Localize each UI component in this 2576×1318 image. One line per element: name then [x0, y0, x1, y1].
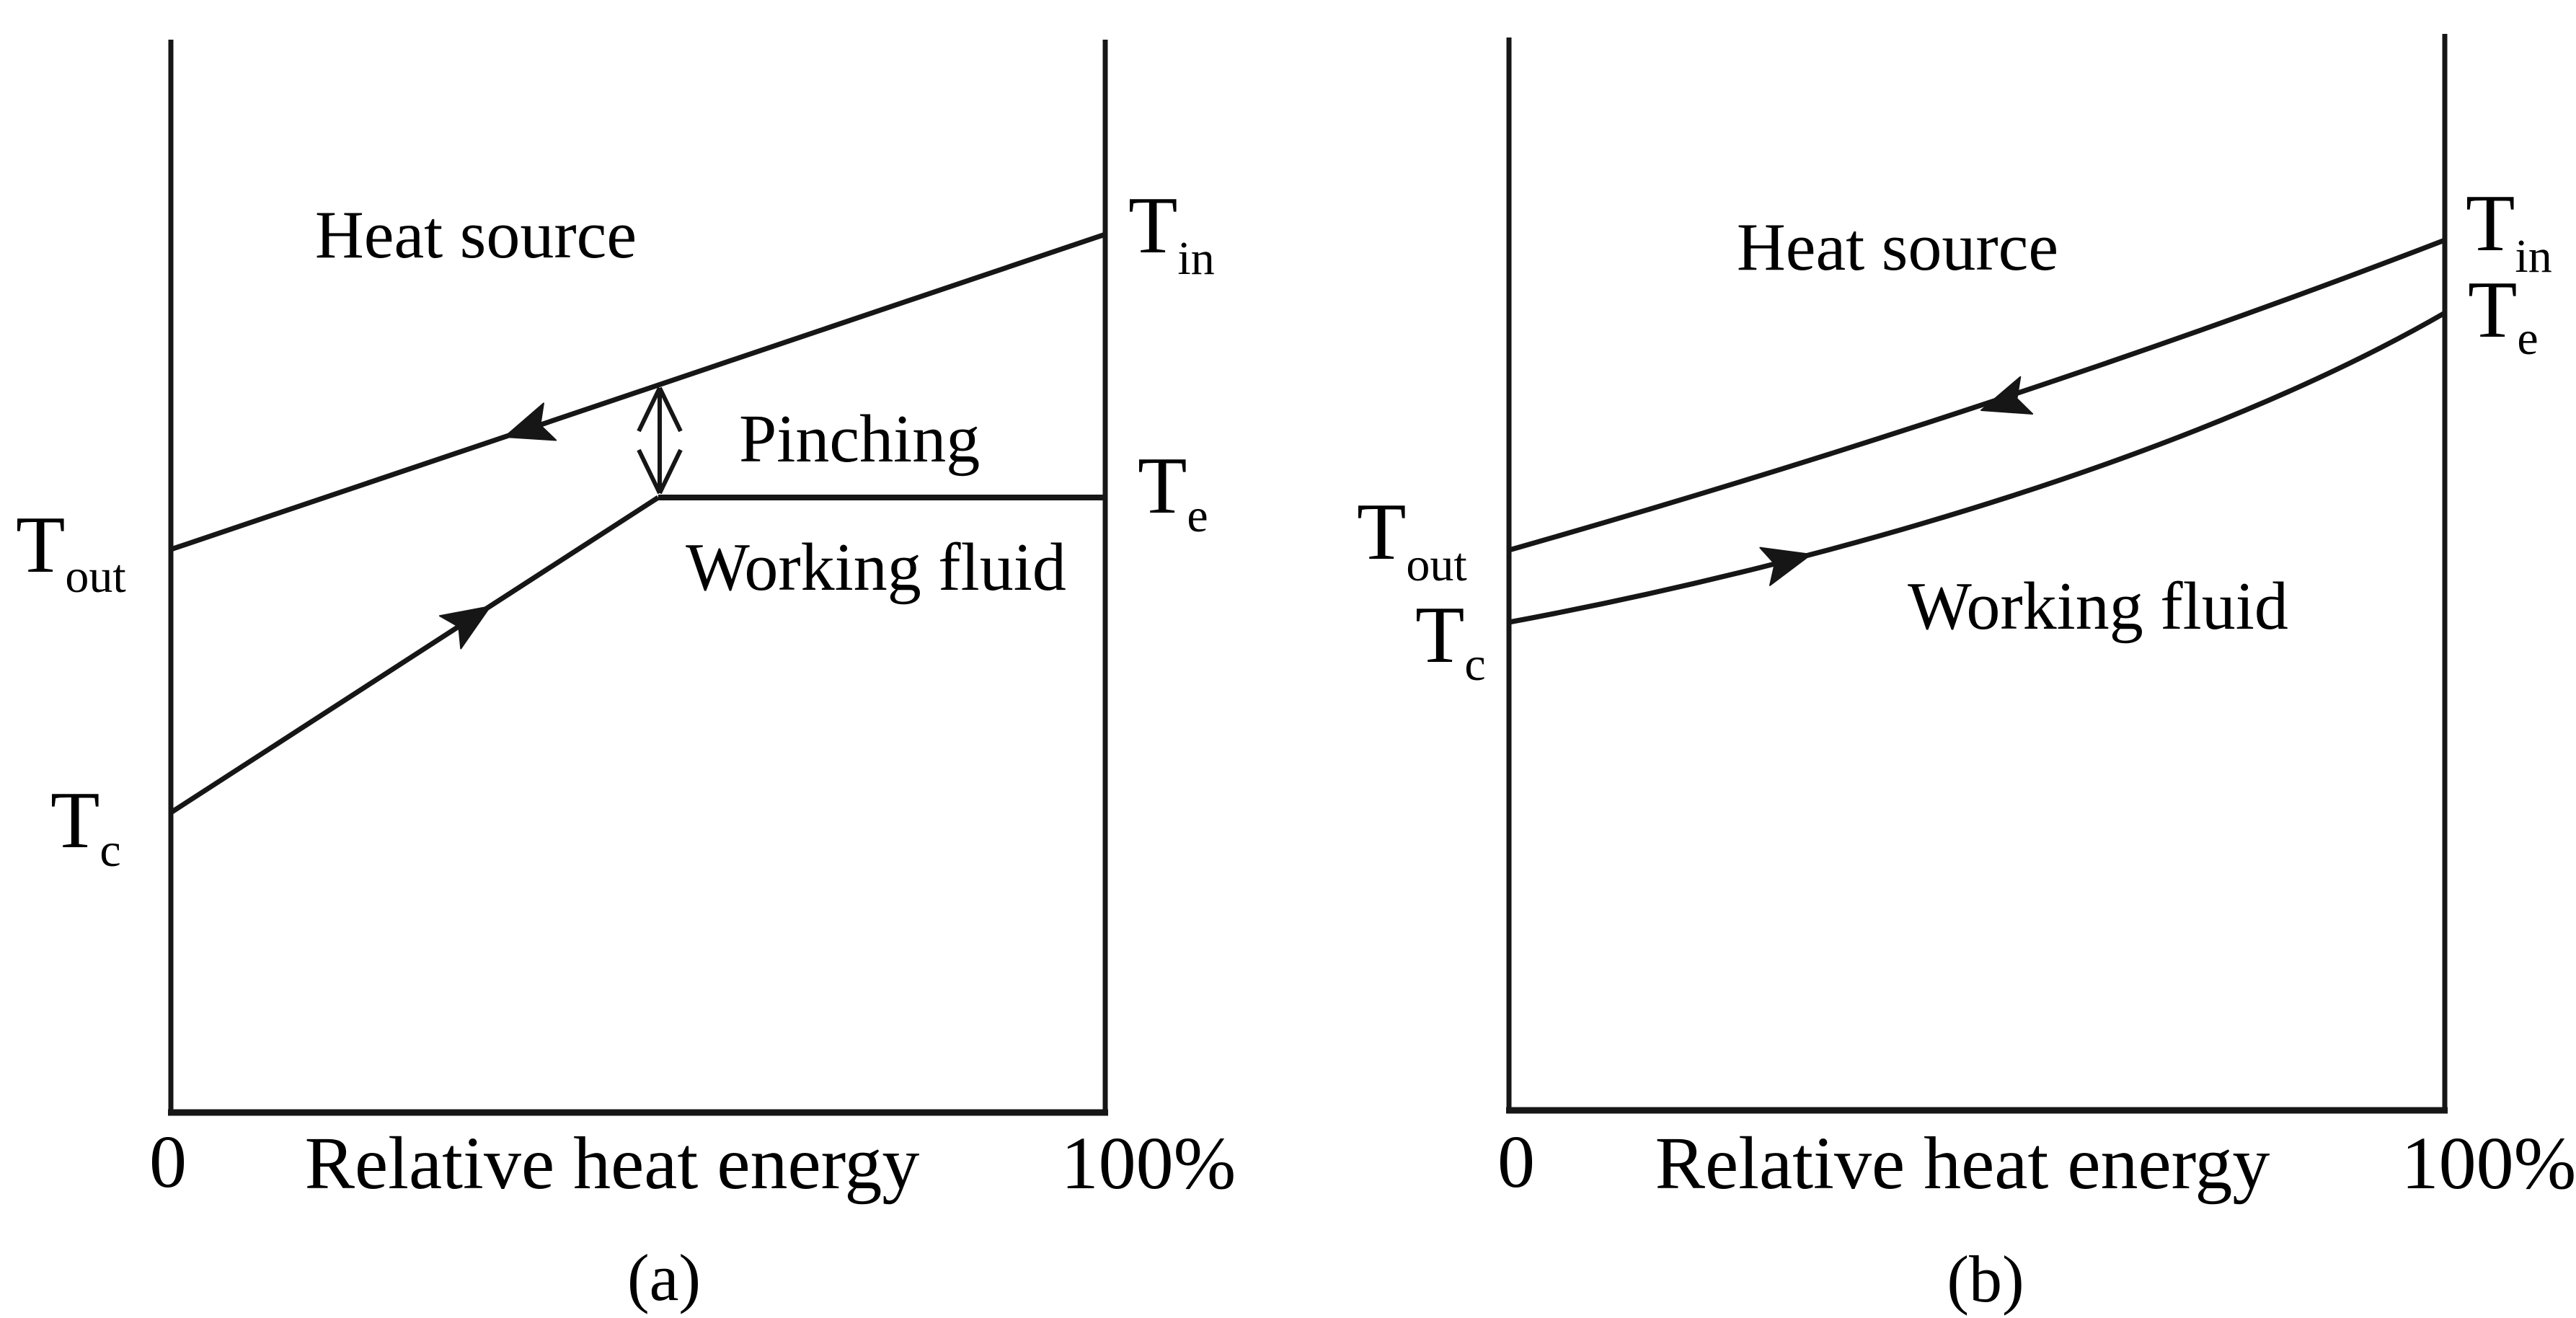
- panel-a-t-in-label: Tin: [1128, 181, 1215, 285]
- panel-b-t-c-label: Tc: [1415, 591, 1486, 691]
- panel-a-pinch-gap-double-arrow-icon: [637, 386, 683, 495]
- panel-b-x-axis-zero-label: 0: [1497, 1120, 1535, 1203]
- panel-a-t-out-label: Tout: [16, 500, 126, 603]
- panel-b-heat-source-curve: [1508, 237, 2446, 553]
- panel-b-t-e-label: Te: [2468, 265, 2539, 365]
- panel-a-x-axis-max-label: 100%: [1061, 1122, 1236, 1205]
- panel-a-heat-source-label: Heat source: [315, 198, 637, 273]
- panel-a-heat-source-flow-arrowhead-icon: [504, 402, 557, 441]
- panel-b-working-fluid-flow-arrowhead-icon: [1759, 547, 1812, 586]
- panel-b-x-axis-title: Relative heat energy: [1655, 1122, 2270, 1205]
- panel-b: Heat source Working fluid Tout Tc Tin Te…: [1357, 34, 2576, 1316]
- panel-a-t-c-label: Tc: [50, 776, 121, 877]
- panel-a-pinching-label: Pinching: [739, 402, 980, 477]
- panel-a-x-axis-zero-label: 0: [149, 1120, 187, 1203]
- panel-b-t-out-label: Tout: [1357, 487, 1467, 591]
- panel-a-working-fluid-heating-line: [169, 495, 660, 815]
- panel-a-working-fluid-label: Working fluid: [686, 530, 1066, 605]
- panel-b-t-in-label: Tin: [2466, 179, 2552, 283]
- panel-a-heat-source-line: [169, 231, 1107, 552]
- panel-b-heat-source-flow-arrowhead-icon: [1980, 376, 2034, 415]
- panel-b-heat-source-label: Heat source: [1737, 210, 2058, 285]
- panel-b-caption: (b): [1947, 1242, 2024, 1316]
- panel-a-t-e-label: Te: [1138, 441, 1208, 542]
- panel-a: Heat source Pinching Working fluid Tout …: [16, 40, 1236, 1314]
- panel-b-x-axis-max-label: 100%: [2402, 1122, 2576, 1205]
- panel-b-working-fluid-label: Working fluid: [1908, 569, 2288, 644]
- panel-b-working-fluid-curve: [1508, 310, 2446, 625]
- panel-a-caption: (a): [627, 1241, 701, 1314]
- panel-a-x-axis-title: Relative heat energy: [305, 1122, 920, 1205]
- panel-a-working-fluid-flow-arrowhead-icon: [438, 606, 491, 650]
